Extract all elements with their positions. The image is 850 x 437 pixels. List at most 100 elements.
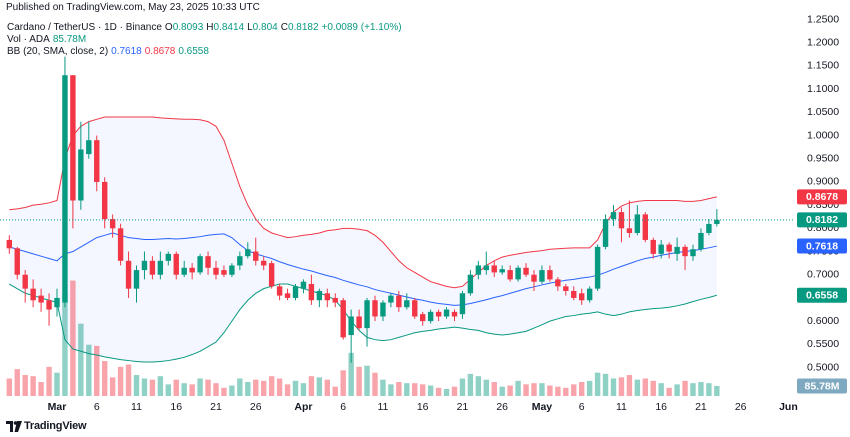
volume-bar: [205, 379, 211, 396]
candle-body: [332, 297, 338, 303]
volume-badge: 85.78M: [804, 380, 839, 392]
y-tick-label: 1.0000: [807, 129, 839, 141]
candle-body: [356, 316, 362, 329]
candle-body: [626, 228, 633, 233]
candle-body: [14, 248, 20, 275]
x-tick-label: Apr: [294, 401, 312, 413]
x-tick-label: 6: [340, 401, 346, 413]
volume-bar: [610, 378, 617, 396]
y-tick-label: 0.5500: [807, 338, 839, 350]
candle-body: [396, 295, 402, 308]
candle-body: [6, 239, 12, 249]
candle-body: [586, 288, 593, 301]
candle-body: [276, 286, 283, 296]
candle-body: [459, 293, 466, 315]
upper-band-badge: 0.8678: [806, 191, 838, 203]
volume-bar: [547, 385, 553, 396]
volume-bar: [690, 383, 696, 396]
candle-body: [443, 309, 450, 317]
candle-body: [189, 267, 195, 273]
volume-bar: [284, 384, 291, 396]
candle-body: [268, 263, 275, 287]
volume-bar: [531, 383, 537, 396]
volume-bar: [443, 389, 450, 396]
volume-bar: [316, 377, 323, 396]
volume-bar: [300, 383, 307, 396]
lower-band-badge: 0.6558: [806, 290, 838, 302]
candle-body: [491, 265, 497, 273]
x-tick-label: May: [532, 401, 553, 413]
x-tick-label: 16: [655, 401, 667, 413]
volume-bar: [698, 382, 704, 396]
candle-body: [149, 260, 156, 275]
x-tick-label: 11: [131, 401, 142, 413]
candle-body: [539, 270, 545, 282]
candle-body: [555, 279, 561, 287]
candle-body: [125, 260, 132, 289]
volume-bar: [324, 379, 330, 396]
x-tick-label: 6: [94, 401, 100, 413]
candle-body: [205, 256, 211, 268]
y-tick-label: 0.5000: [807, 361, 839, 373]
volume-bar: [539, 383, 545, 396]
volume-bar: [435, 387, 442, 396]
y-tick-label: 1.1000: [807, 83, 839, 95]
volume-bar: [133, 375, 140, 396]
legend-ohlc-value: 0.8182: [287, 22, 319, 33]
candle-body: [30, 288, 36, 301]
volume-bar: [451, 386, 458, 396]
candle-body: [571, 290, 577, 298]
candle-body: [483, 265, 489, 271]
volume-bar: [499, 386, 505, 396]
volume-bar: [117, 366, 124, 396]
volume-bar: [666, 387, 672, 396]
footer-brand: TradingView: [24, 420, 87, 432]
volume-bar: [30, 376, 36, 396]
candle-body: [237, 256, 243, 266]
volume-bar: [46, 366, 52, 396]
candle-body: [253, 251, 259, 261]
candle-body: [563, 286, 569, 291]
candle-body: [340, 300, 346, 338]
last-price-badge: 0.8182: [806, 214, 838, 226]
candle-body: [412, 300, 418, 317]
volume-badge-bg: [797, 378, 847, 394]
candle-body: [54, 297, 60, 308]
candle-body: [221, 270, 227, 275]
x-tick-label: 11: [616, 401, 627, 413]
candle-body: [451, 311, 458, 317]
x-tick-label: 16: [417, 401, 429, 413]
y-tick-label: 1.0500: [807, 106, 839, 118]
candle-body: [388, 295, 394, 303]
candle-body: [308, 284, 315, 301]
volume-bar: [213, 383, 219, 396]
volume-bar: [586, 380, 593, 396]
candle-body: [316, 290, 323, 301]
volume-bar: [141, 378, 148, 396]
candle-body: [642, 214, 648, 240]
volume-bar: [706, 383, 712, 396]
candle-body: [579, 293, 585, 301]
volume-bar: [579, 382, 585, 396]
volume-bar: [467, 373, 474, 396]
candle-body: [602, 219, 609, 247]
volume-bar: [332, 386, 338, 396]
x-tick-label: 26: [735, 401, 747, 413]
volume-bar: [515, 380, 521, 396]
candle-body: [690, 249, 696, 257]
volume-bar: [340, 370, 346, 396]
candle-body: [86, 140, 92, 155]
band-line: [9, 116, 717, 289]
candle-body: [420, 314, 426, 322]
volume-bar: [642, 378, 648, 396]
candle-body: [523, 267, 529, 275]
legend-symbol-row: Cardano / TetherUS · 1D · Binance O0.8093…: [7, 22, 405, 34]
candle-body: [674, 246, 680, 254]
volume-bar: [356, 366, 362, 396]
volume-bar: [388, 384, 394, 396]
y-tick-label: 1.1500: [807, 60, 839, 72]
y-tick-label: 0.9500: [807, 153, 839, 165]
volume-bar: [404, 383, 410, 396]
